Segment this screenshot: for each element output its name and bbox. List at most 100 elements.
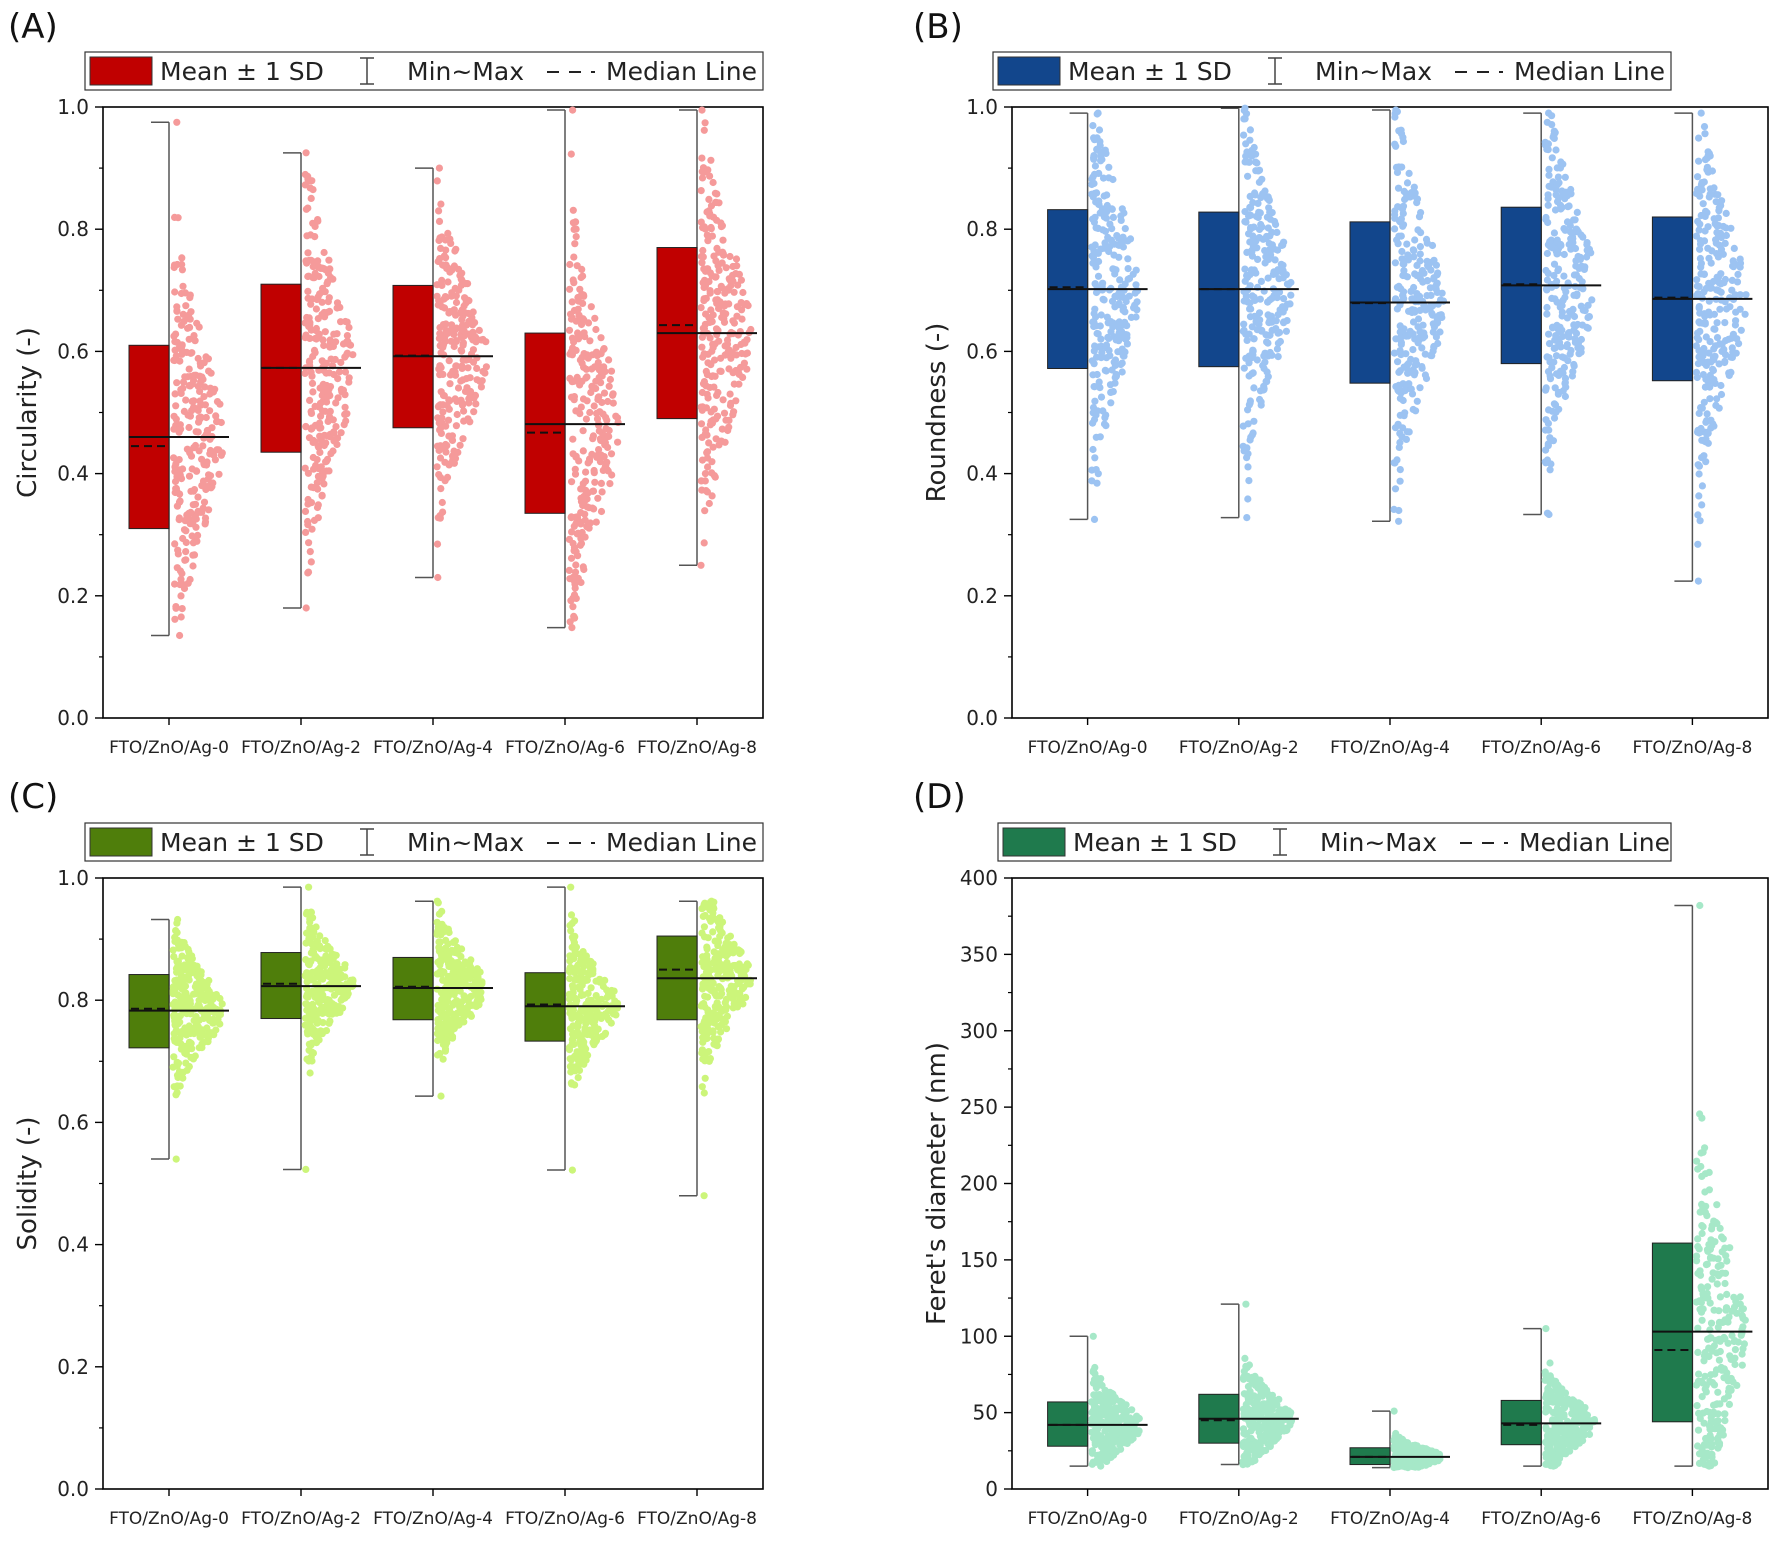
data-point xyxy=(1242,1300,1250,1308)
data-point xyxy=(307,483,315,491)
data-point xyxy=(1261,358,1269,366)
data-point xyxy=(1276,337,1284,346)
data-point xyxy=(450,306,458,314)
data-point xyxy=(436,514,444,522)
data-point xyxy=(738,306,746,314)
data-point xyxy=(459,435,467,443)
data-point xyxy=(314,442,322,450)
data-point xyxy=(1255,234,1263,242)
data-point xyxy=(1391,225,1399,233)
data-point xyxy=(460,302,468,310)
legend-frame xyxy=(992,51,1672,91)
data-point xyxy=(1709,365,1717,373)
data-point xyxy=(1396,477,1404,485)
data-point xyxy=(1125,1417,1133,1425)
data-point xyxy=(1093,370,1101,379)
data-point xyxy=(182,548,190,556)
data-point xyxy=(589,970,597,978)
data-point xyxy=(572,233,580,241)
data-point xyxy=(436,330,444,338)
data-point xyxy=(186,294,194,302)
data-point xyxy=(1700,123,1709,131)
data-point xyxy=(469,332,477,340)
legend: Mean ± 1 SD Min~Max Median Line xyxy=(992,51,1672,91)
data-point xyxy=(702,294,710,302)
data-point xyxy=(1543,118,1551,126)
data-point xyxy=(305,539,313,547)
data-point xyxy=(305,961,313,969)
data-point xyxy=(1543,249,1551,258)
data-point xyxy=(1247,211,1255,219)
data-point xyxy=(577,273,585,282)
data-point xyxy=(704,166,712,174)
data-point xyxy=(1404,366,1412,375)
data-point xyxy=(1097,393,1106,401)
data-point xyxy=(174,315,182,323)
y-tick-label: 0.0 xyxy=(57,706,89,730)
data-point xyxy=(323,467,331,475)
data-point xyxy=(436,362,444,370)
data-point xyxy=(210,1003,218,1012)
data-point xyxy=(581,510,589,518)
data-point xyxy=(172,1155,180,1163)
data-point xyxy=(730,408,738,416)
data-point xyxy=(1271,270,1280,278)
data-point xyxy=(1693,291,1701,299)
data-point xyxy=(306,548,314,556)
data-point xyxy=(1243,148,1251,156)
data-point xyxy=(302,149,310,157)
data-point xyxy=(1125,292,1133,300)
data-point xyxy=(476,989,484,997)
data-point xyxy=(446,380,454,388)
data-point xyxy=(1240,1453,1248,1461)
legend-box-swatch xyxy=(89,827,153,857)
data-point xyxy=(179,1074,187,1082)
data-point xyxy=(1101,414,1109,422)
data-point xyxy=(574,305,582,313)
data-point xyxy=(1416,384,1424,392)
data-point xyxy=(445,1006,453,1014)
y-tick-label: 0.8 xyxy=(57,217,89,241)
data-point xyxy=(303,978,311,986)
data-point xyxy=(1244,450,1252,458)
data-point xyxy=(1394,1462,1402,1470)
data-point xyxy=(1717,280,1725,288)
data-point xyxy=(1571,216,1579,224)
data-point xyxy=(699,380,708,388)
data-point xyxy=(1106,243,1114,251)
data-point xyxy=(1250,223,1258,231)
data-point xyxy=(331,1001,339,1009)
data-point xyxy=(1560,250,1568,259)
data-point xyxy=(448,289,456,297)
data-point xyxy=(1583,239,1591,247)
data-point xyxy=(1695,134,1703,142)
data-point xyxy=(1721,358,1729,367)
data-point xyxy=(313,456,321,464)
data-point xyxy=(743,365,751,373)
data-point xyxy=(1402,350,1410,358)
data-points xyxy=(301,149,357,612)
data-point xyxy=(700,1089,708,1097)
data-point xyxy=(716,984,725,992)
data-point xyxy=(719,396,727,404)
data-point xyxy=(1560,363,1568,372)
data-point xyxy=(198,482,206,490)
data-point xyxy=(1565,240,1573,249)
data-point xyxy=(1093,329,1101,338)
data-point xyxy=(1243,158,1251,166)
data-point xyxy=(1701,320,1709,328)
data-point xyxy=(177,592,185,600)
data-point xyxy=(170,332,178,340)
data-point xyxy=(1392,1442,1400,1450)
data-point xyxy=(598,398,606,407)
data-point xyxy=(1704,358,1712,366)
data-point xyxy=(722,1025,731,1033)
data-point xyxy=(572,520,580,528)
data-point xyxy=(1399,202,1408,210)
data-point xyxy=(312,305,320,313)
data-point xyxy=(1105,163,1113,171)
data-point xyxy=(189,1055,197,1063)
data-point xyxy=(456,441,464,449)
data-point xyxy=(1713,395,1721,403)
data-point xyxy=(319,382,327,390)
